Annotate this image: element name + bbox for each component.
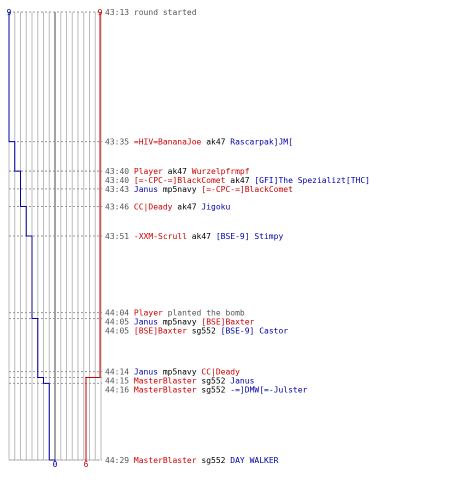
event-victim: Wurzelpfrmpf <box>192 167 250 176</box>
event-time: 43:40 <box>105 167 129 176</box>
event-actor: Player <box>134 309 163 318</box>
event-text: round started <box>134 8 197 17</box>
event-time: 43:46 <box>105 203 129 212</box>
event-victim: -=]DMW[=-Julster <box>230 386 307 395</box>
event-weapon: sg552 <box>201 386 225 395</box>
event-victim: Janus <box>230 377 254 386</box>
event-time: 44:29 <box>105 456 129 465</box>
event-time: 44:05 <box>105 327 129 336</box>
event-row: 44:29 MasterBlaster sg552 DAY WALKER <box>105 456 279 465</box>
ct-start-count: 9 <box>7 8 12 17</box>
event-killer: =HIV=BananaJoe <box>134 138 202 147</box>
event-victim: [BSE-9] Castor <box>221 327 289 336</box>
event-weapon: ak47 <box>230 176 249 185</box>
event-weapon: ak47 <box>206 138 225 147</box>
event-row: 43:35 =HIV=BananaJoe ak47 Rascarpak]JM[ <box>105 138 293 147</box>
event-time: 44:05 <box>105 318 129 327</box>
event-killer: MasterBlaster <box>134 377 197 386</box>
event-victim: [BSE-9] Stimpy <box>216 232 284 241</box>
event-row: 43:13 round started <box>105 8 197 17</box>
event-killer: -XXM-Scrull <box>134 232 187 241</box>
event-killer: [BSE]Baxter <box>134 327 187 336</box>
event-log: 43:13 round started 43:35 =HIV=BananaJoe … <box>105 8 370 465</box>
event-text: planted the bomb <box>168 309 245 318</box>
event-killer: MasterBlaster <box>134 386 197 395</box>
event-victim: [=-CPC-=]BlackComet <box>201 185 293 194</box>
event-row: 44:05 Janus mp5navy [BSE]Baxter <box>105 318 255 327</box>
event-killer: CC|Deady <box>134 203 173 212</box>
event-weapon: mp5navy <box>163 318 197 327</box>
event-weapon: sg552 <box>201 456 225 465</box>
event-victim: [BSE]Baxter <box>201 318 254 327</box>
event-time: 44:04 <box>105 309 129 318</box>
event-row: 44:15 MasterBlaster sg552 Janus <box>105 377 255 386</box>
event-killer: Player <box>134 167 163 176</box>
event-time: 43:35 <box>105 138 129 147</box>
ct-end-count: 0 <box>53 460 58 469</box>
event-weapon: ak47 <box>168 167 187 176</box>
event-row: 43:46 CC|Deady ak47 Jigoku <box>105 203 230 212</box>
event-row: 43:40 Player ak47 Wurzelpfrmpf <box>105 167 250 176</box>
event-weapon: sg552 <box>201 377 225 386</box>
event-time: 44:15 <box>105 377 129 386</box>
event-time: 43:13 <box>105 8 129 17</box>
event-weapon: ak47 <box>177 203 196 212</box>
event-time: 43:43 <box>105 185 129 194</box>
event-row: 44:16 MasterBlaster sg552 -=]DMW[=-Julst… <box>105 386 308 395</box>
event-victim: Rascarpak]JM[ <box>230 138 293 147</box>
event-row: 44:05 [BSE]Baxter sg552 [BSE-9] Castor <box>105 327 288 336</box>
event-row: 44:14 Janus mp5navy CC|Deady <box>105 368 240 377</box>
t-start-count: 9 <box>98 8 103 17</box>
t-end-count: 6 <box>84 460 89 469</box>
event-killer: Janus <box>134 318 158 327</box>
event-weapon: mp5navy <box>163 185 197 194</box>
event-killer: Janus <box>134 368 158 377</box>
event-weapon: mp5navy <box>163 368 197 377</box>
event-row: 43:51 -XXM-Scrull ak47 [BSE-9] Stimpy <box>105 232 283 241</box>
event-row: 44:04 Player planted the bomb <box>105 309 245 318</box>
event-victim: Jigoku <box>201 203 230 212</box>
event-row: 43:40 [=-CPC-=]BlackComet ak47 [GFI]The … <box>105 176 370 185</box>
event-victim: DAY WALKER <box>230 456 278 465</box>
event-victim: CC|Deady <box>201 368 240 377</box>
event-weapon: ak47 <box>192 232 211 241</box>
ct-alive-line <box>8 12 56 462</box>
event-killer: [=-CPC-=]BlackComet <box>134 176 226 185</box>
event-row: 43:43 Janus mp5navy [=-CPC-=]BlackComet <box>105 185 293 194</box>
event-killer: MasterBlaster <box>134 456 197 465</box>
event-killer: Janus <box>134 185 158 194</box>
event-time: 43:40 <box>105 176 129 185</box>
event-time: 44:14 <box>105 368 129 377</box>
event-time: 44:16 <box>105 386 129 395</box>
t-alive-line <box>85 12 101 462</box>
team-alive-lines <box>8 12 101 462</box>
event-victim: [GFI]The Spezializt[THC] <box>254 176 370 185</box>
event-weapon: sg552 <box>192 327 216 336</box>
event-time: 43:51 <box>105 232 129 241</box>
